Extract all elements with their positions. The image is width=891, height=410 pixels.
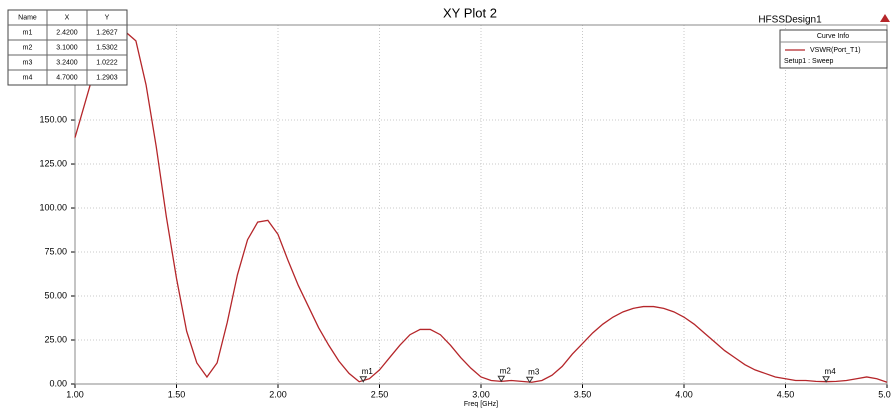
- marker: [822, 376, 830, 383]
- x-tick-label: 3.00: [472, 389, 490, 399]
- x-tick-label: 5.00: [878, 389, 891, 399]
- x-tick-label: 1.00: [66, 389, 84, 399]
- marker: [359, 376, 368, 383]
- legend-setup: Setup1 : Sweep: [784, 58, 834, 65]
- x-axis-label: Freq [GHz]: [464, 401, 498, 408]
- x-tick-label: 2.00: [269, 389, 287, 399]
- x-tick-label: 4.00: [675, 389, 693, 399]
- x-tick-label: 1.50: [168, 389, 186, 399]
- y-tick-label: 125.00: [39, 158, 67, 168]
- plot-frame: [74, 24, 888, 385]
- legend-entry: VSWR(Port_T1): [810, 47, 861, 54]
- marker: [497, 375, 506, 383]
- y-tick-label: 50.00: [44, 290, 67, 300]
- table-header: Name: [18, 14, 37, 21]
- x-tick-label: 3.50: [574, 389, 592, 399]
- design-name: HFSSDesign1: [758, 15, 822, 26]
- marker-label: m4: [825, 367, 837, 376]
- marker-label: m2: [500, 366, 512, 375]
- marker-label: m3: [528, 367, 540, 376]
- x-tick-label: 2.50: [371, 389, 389, 399]
- table-cell: 1.0222: [96, 59, 118, 66]
- legend-box: [779, 29, 888, 69]
- series-line: [74, 31, 888, 383]
- table-header: X: [65, 14, 70, 21]
- chart-title: XY Plot 2: [443, 5, 497, 20]
- y-tick-label: 0.00: [49, 378, 67, 388]
- table-cell: m4: [23, 74, 33, 81]
- legend-title: Curve Info: [817, 33, 849, 40]
- y-tick-label: 100.00: [39, 202, 67, 212]
- y-tick-label: 150.00: [39, 114, 67, 124]
- design-icon: [880, 14, 890, 22]
- table-cell: 2.4200: [56, 29, 78, 36]
- table-cell: m1: [23, 29, 33, 36]
- table-cell: m2: [23, 44, 33, 51]
- table-cell: 1.2903: [96, 74, 118, 81]
- table-cell: 1.5302: [96, 44, 118, 51]
- marker-table: [7, 9, 128, 86]
- table-cell: m3: [23, 59, 33, 66]
- table-cell: 3.1000: [56, 44, 78, 51]
- table-header: Y: [105, 14, 110, 21]
- marker-label: m1: [362, 367, 374, 376]
- table-cell: 1.2627: [96, 29, 118, 36]
- table-cell: 3.2400: [56, 59, 78, 66]
- marker: [525, 376, 534, 384]
- table-cell: 4.7000: [56, 74, 78, 81]
- y-tick-label: 25.00: [44, 334, 67, 344]
- y-tick-label: 75.00: [44, 246, 67, 256]
- x-tick-label: 4.50: [777, 389, 795, 399]
